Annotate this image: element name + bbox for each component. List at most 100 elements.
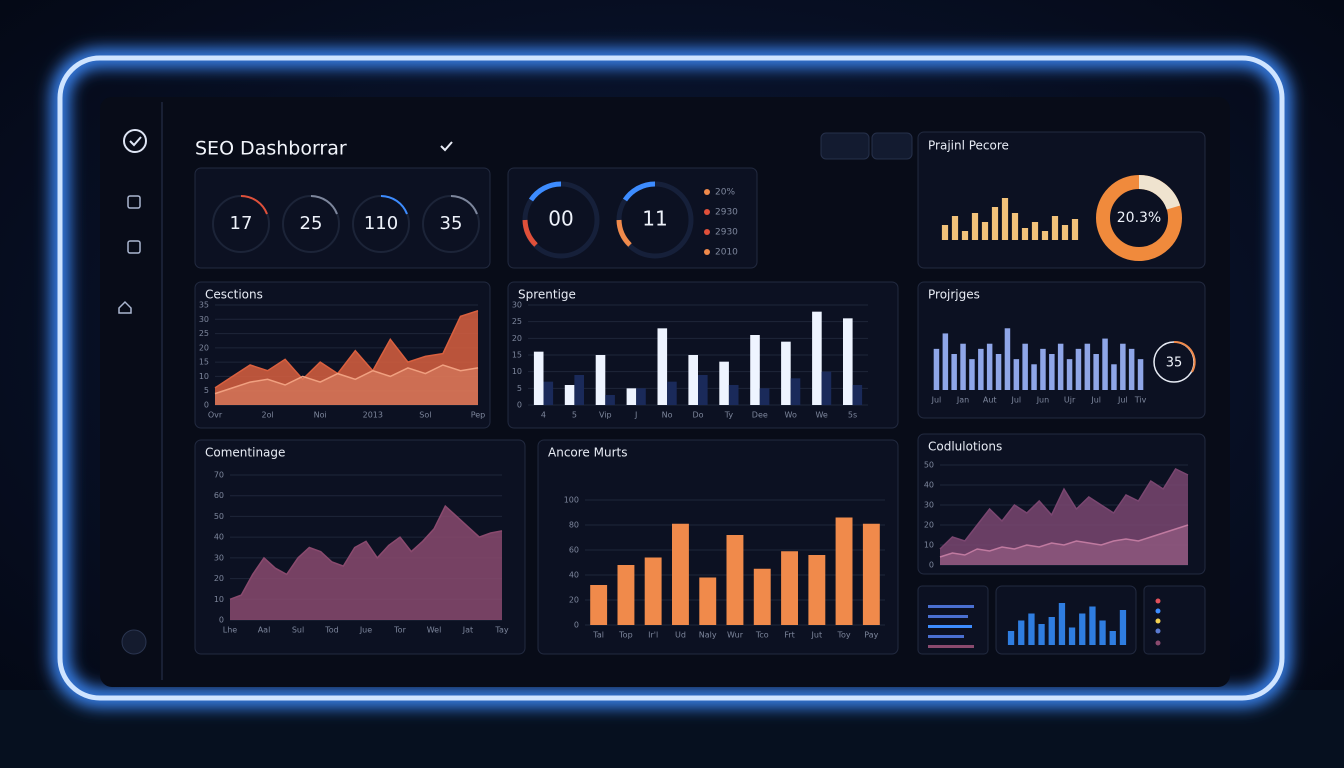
y-tick-label: 30: [924, 501, 934, 510]
y-tick-label: 10: [924, 541, 934, 550]
bar: [1007, 631, 1015, 645]
bar: [636, 388, 646, 405]
y-tick-label: 15: [512, 351, 522, 360]
x-tick-label: Ty: [724, 411, 734, 420]
list-bar: [928, 645, 974, 648]
bar: [564, 385, 575, 405]
bar: [781, 551, 798, 625]
bar: [1058, 603, 1066, 645]
x-tick-label: We: [815, 411, 827, 420]
user-avatar[interactable]: [121, 629, 147, 655]
x-tick-label: Do: [692, 411, 703, 420]
x-tick-label: Jul: [1010, 396, 1021, 405]
toolbar-button[interactable]: [871, 132, 913, 160]
kpi-ring-accent: [240, 195, 268, 215]
y-tick-label: 100: [564, 496, 579, 505]
legend-dot: [704, 189, 710, 195]
y-tick-label: 0: [929, 561, 934, 570]
bar: [951, 354, 957, 390]
x-tick-label: Ovr: [208, 411, 223, 420]
nav-icon[interactable]: [127, 195, 141, 209]
bar: [1040, 348, 1046, 390]
y-tick-label: 20: [569, 596, 579, 605]
y-tick-label: 70: [214, 471, 224, 480]
y-tick-label: 10: [199, 372, 209, 381]
x-tick-label: Jul: [931, 396, 942, 405]
bar: [617, 565, 635, 625]
bar: [862, 523, 880, 625]
y-tick-label: 80: [569, 521, 579, 530]
chart-title: Prajinl Pecore: [928, 139, 1009, 153]
bar: [543, 381, 554, 405]
area-line: [214, 309, 479, 389]
logo-icon[interactable]: [123, 129, 147, 153]
bar: [961, 231, 969, 240]
x-tick-label: Dee: [752, 411, 768, 420]
bar: [978, 348, 984, 390]
y-tick-label: 60: [569, 546, 579, 555]
x-tick-label: No: [662, 411, 673, 420]
bar: [1021, 228, 1029, 240]
x-tick-label: Wel: [427, 626, 442, 635]
chart-title: Cesctions: [205, 288, 263, 302]
bar: [590, 585, 608, 625]
x-tick-label: Jut: [811, 631, 823, 640]
frame: [57, 55, 1285, 701]
bar: [1028, 613, 1035, 645]
bar: [759, 388, 770, 405]
bar: [781, 341, 791, 405]
gauge-arc: [522, 219, 538, 247]
x-tick-label: Jue: [359, 626, 372, 635]
y-tick-label: 0: [574, 621, 579, 630]
bar: [995, 354, 1002, 390]
x-tick-label: 4: [541, 411, 546, 420]
x-tick-label: Ujr: [1064, 396, 1076, 405]
y-tick-label: 20: [214, 574, 224, 583]
x-tick-label: Noi: [314, 411, 327, 420]
y-tick-label: 20: [199, 343, 209, 352]
legend-dot: [1155, 618, 1161, 624]
kpi-value: 25: [300, 213, 323, 234]
x-tick-label: Tal: [592, 631, 604, 640]
bar: [1049, 354, 1055, 390]
annotation-arc: [1173, 340, 1196, 373]
gauge-card: [507, 167, 758, 269]
area-line: [229, 504, 503, 601]
bar: [1048, 617, 1055, 645]
bar: [1001, 198, 1009, 240]
logo-check: [129, 136, 142, 147]
bar: [1071, 219, 1079, 240]
gauge-value: 11: [642, 207, 667, 231]
bar: [750, 335, 760, 405]
x-tick-label: Top: [618, 631, 633, 640]
bar: [1119, 610, 1127, 645]
x-tick-label: Frt: [784, 631, 794, 640]
bar: [533, 351, 544, 405]
x-tick-label: Aal: [258, 626, 271, 635]
bar: [1137, 359, 1144, 390]
x-tick-label: Wur: [727, 631, 744, 640]
nav-icon[interactable]: [127, 240, 141, 254]
bar: [1057, 343, 1064, 390]
bar: [1102, 338, 1108, 390]
bar: [1041, 231, 1049, 240]
x-tick-label: 5s: [848, 411, 857, 420]
bar: [1120, 343, 1126, 390]
x-tick-label: Wo: [785, 411, 797, 420]
legend-dot: [1155, 640, 1161, 646]
bar: [941, 225, 949, 240]
legend-label: 2930: [715, 228, 738, 238]
legend-dot: [704, 249, 710, 255]
legend-dot: [1155, 628, 1161, 634]
bar: [753, 568, 771, 625]
nav-icon[interactable]: [118, 300, 132, 314]
check-icon[interactable]: [440, 141, 453, 152]
legend-dot: [1155, 608, 1161, 614]
toolbar-button[interactable]: [820, 132, 870, 160]
bar: [726, 535, 744, 625]
bar: [991, 207, 999, 240]
bar: [1093, 354, 1099, 390]
bar: [821, 371, 832, 405]
bar: [626, 388, 637, 405]
list-bar: [928, 625, 972, 628]
